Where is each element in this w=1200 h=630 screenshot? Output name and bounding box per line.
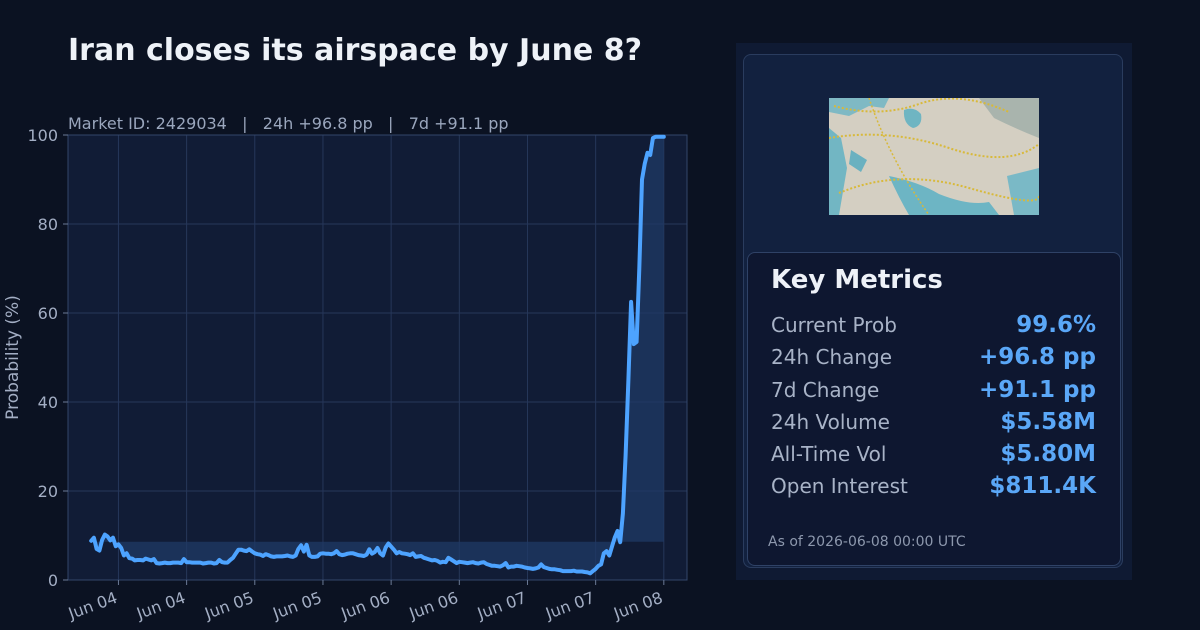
metric-row-7d-change: 7d Change +91.1 pp [771, 374, 1096, 406]
x-tick-label: Jun 05 [269, 588, 324, 623]
x-tick-label: Jun 06 [406, 588, 461, 623]
as-of-timestamp: As of 2026-06-08 00:00 UTC [768, 534, 966, 550]
x-tick-label: Jun 07 [542, 588, 597, 623]
metric-label: 24h Volume [771, 410, 890, 434]
metric-value: +91.1 pp [979, 377, 1096, 403]
metric-value: $5.80M [1000, 441, 1096, 467]
metric-value: $5.58M [1000, 409, 1096, 435]
y-tick-label: 0 [48, 571, 58, 590]
metric-row-open-interest: Open Interest $811.4K [771, 470, 1096, 502]
metric-value: +96.8 pp [979, 344, 1096, 370]
x-tick-label: Jun 04 [65, 588, 120, 623]
series-line [89, 134, 666, 576]
metric-label: 7d Change [771, 378, 880, 402]
x-tick-label: Jun 07 [474, 588, 529, 623]
metric-row-current-prob: Current Prob 99.6% [771, 309, 1096, 341]
y-tick-label: 80 [38, 215, 58, 234]
y-tick-label: 60 [38, 304, 58, 323]
metric-row-24h-change: 24h Change +96.8 pp [771, 341, 1096, 373]
y-tick-label: 40 [38, 393, 58, 412]
plot-frame [67, 134, 688, 581]
metric-label: Open Interest [771, 474, 908, 498]
key-metrics-title: Key Metrics [771, 265, 943, 295]
metric-value: $811.4K [989, 473, 1096, 499]
metric-label: Current Prob [771, 313, 897, 337]
metric-row-all-time-vol: All-Time Vol $5.80M [771, 438, 1096, 470]
x-tick-label: Jun 08 [610, 588, 665, 623]
metric-value: 99.6% [1016, 312, 1096, 338]
metric-label: 24h Change [771, 345, 893, 369]
probability-line-chart: 0 20 40 60 80 100 Jun 04 Jun 04 Jun 05 Jun 05 Jun … [3, 126, 688, 623]
key-metrics-card [747, 252, 1121, 566]
plot-area [68, 135, 687, 580]
chart-subtitle: Market ID: 2429034 | 24h +96.8 pp | 7d +… [68, 114, 509, 133]
y-tick-label: 20 [38, 482, 58, 501]
x-tick-label: Jun 06 [338, 588, 393, 623]
y-tick-label: 100 [27, 126, 58, 145]
x-tick-label: Jun 05 [201, 588, 256, 623]
metric-label: All-Time Vol [771, 442, 887, 466]
x-tick-label: Jun 04 [133, 588, 188, 623]
chart-title: Iran closes its airspace by June 8? [68, 33, 642, 68]
y-axis-label: Probability (%) [3, 295, 23, 420]
flight-map-image [829, 98, 1039, 215]
metric-row-24h-volume: 24h Volume $5.58M [771, 406, 1096, 438]
